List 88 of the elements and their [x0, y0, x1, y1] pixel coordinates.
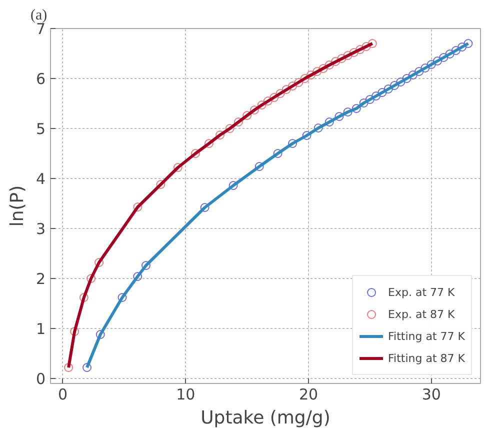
point	[312, 67, 322, 76]
point	[343, 108, 352, 116]
point	[356, 45, 365, 54]
point	[359, 98, 368, 108]
legend-label: Exp. at 77 K	[388, 286, 455, 298]
point	[433, 56, 442, 66]
point	[133, 202, 142, 212]
point	[439, 53, 448, 62]
legend-label: Fitting at 87 K	[388, 352, 465, 364]
point	[464, 39, 473, 48]
point	[79, 293, 88, 302]
point	[352, 104, 361, 113]
point	[263, 96, 272, 106]
point	[86, 274, 96, 283]
point	[254, 162, 264, 171]
point	[242, 111, 252, 120]
point	[300, 74, 310, 83]
point	[94, 258, 104, 267]
point	[372, 92, 381, 100]
x-tick-label: 30	[422, 386, 441, 404]
point	[420, 64, 430, 72]
point	[384, 84, 393, 94]
x-tick-label: 0	[58, 386, 68, 404]
point	[276, 89, 285, 98]
point	[82, 363, 92, 372]
point	[96, 330, 105, 339]
point	[314, 124, 323, 132]
point	[282, 85, 291, 94]
y-tick-label: 5	[36, 120, 46, 138]
y-tick-label: 6	[36, 70, 46, 88]
point	[365, 95, 374, 104]
point	[396, 78, 406, 86]
point	[414, 67, 424, 76]
point	[306, 70, 316, 80]
point	[273, 149, 282, 158]
x-tick-label: 10	[176, 386, 196, 404]
point	[324, 118, 334, 126]
point	[302, 131, 312, 140]
point	[337, 54, 346, 63]
y-tick-label: 4	[36, 170, 46, 188]
point	[408, 70, 418, 80]
point	[426, 60, 436, 69]
point	[294, 78, 304, 87]
point	[288, 139, 298, 148]
point	[288, 82, 298, 90]
point	[390, 81, 399, 90]
point	[378, 88, 387, 97]
y-tick-label: 2	[36, 270, 46, 288]
point	[228, 181, 238, 190]
point	[141, 261, 150, 270]
point	[368, 39, 377, 48]
legend-label: Exp. at 87 K	[388, 308, 455, 320]
point	[445, 50, 454, 58]
point	[216, 130, 225, 140]
point	[270, 93, 279, 102]
point	[318, 64, 328, 73]
y-axis-title: ln(P)	[6, 185, 28, 227]
point	[349, 48, 358, 57]
y-tick-label: 0	[36, 370, 46, 388]
point	[334, 112, 344, 121]
point	[200, 203, 210, 212]
x-axis-title: Uptake (mg/g)	[200, 408, 330, 428]
point	[257, 100, 266, 110]
point	[64, 363, 74, 372]
point	[133, 272, 142, 281]
legend-label: Fitting at 77 K	[388, 330, 465, 342]
point	[343, 51, 352, 60]
point	[458, 42, 467, 52]
chart-title: (a)	[30, 8, 48, 24]
point	[331, 57, 340, 66]
line-series	[85, 42, 470, 369]
point	[234, 118, 243, 126]
point	[451, 46, 460, 55]
point	[173, 163, 182, 172]
point	[190, 149, 200, 158]
point	[118, 293, 127, 302]
point	[250, 106, 259, 114]
line-series	[67, 42, 374, 369]
x-tick-label: 20	[298, 386, 318, 404]
point	[362, 42, 371, 51]
point	[324, 60, 334, 70]
point	[402, 74, 412, 83]
point	[70, 327, 80, 336]
point	[156, 180, 166, 189]
point	[225, 124, 234, 133]
y-tick-label: 1	[36, 320, 46, 338]
y-tick-label: 3	[36, 220, 46, 238]
point	[204, 139, 214, 148]
